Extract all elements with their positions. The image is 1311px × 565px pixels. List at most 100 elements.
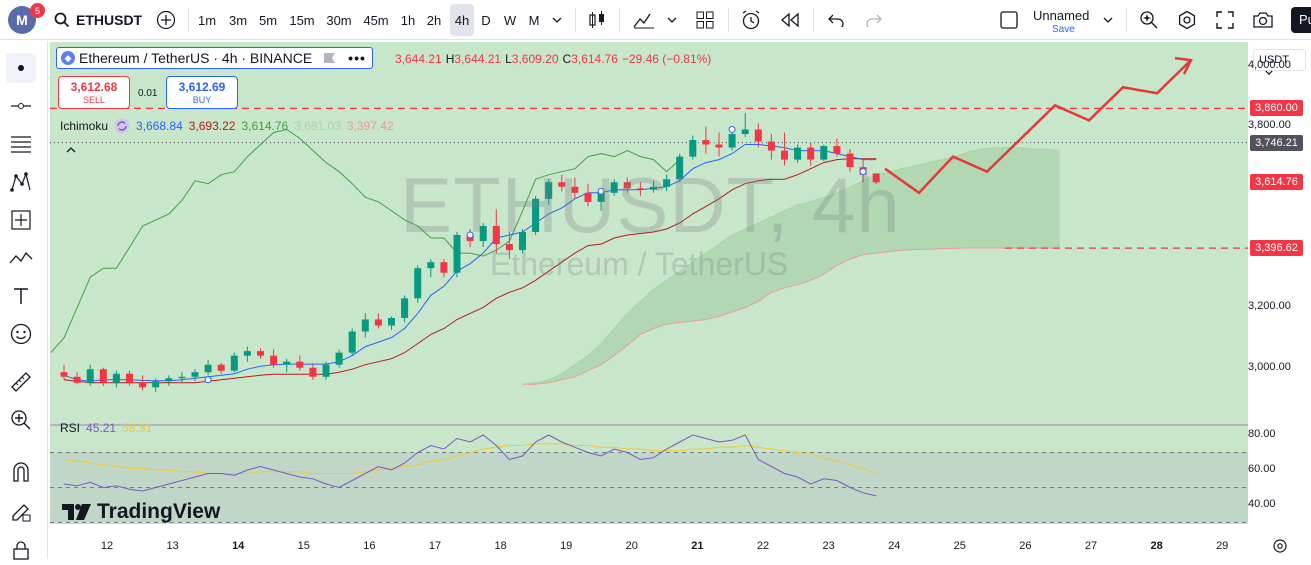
measure-tool[interactable] (6, 367, 36, 397)
candle-body (519, 232, 526, 251)
line-tool-icon (11, 103, 31, 109)
price-tick-label: 3,200.00 (1248, 300, 1291, 313)
symbol-legend[interactable]: ◆ Ethereum / TetherUS · 4h · BINANCE ••• (56, 47, 373, 69)
ichimoku-kijun-value: 3,693.22 (188, 119, 236, 133)
time-tick-label: 28 (1150, 540, 1163, 552)
time-tick-label: 14 (232, 540, 245, 552)
time-tick-label: 23 (822, 540, 835, 552)
interval-tab-W[interactable]: W (503, 12, 517, 28)
candle-body (872, 173, 880, 183)
sell-button[interactable]: 3,612.68 SELL (58, 76, 130, 109)
plus-circle-icon (156, 10, 176, 30)
ichimoku-legend[interactable]: Ichimoku 3,668.84 3,693.22 3,614.76 3,68… (60, 118, 394, 134)
pane-separator (50, 424, 1248, 426)
interval-tab-M[interactable]: M (528, 12, 540, 28)
chart-area[interactable]: ETHUSDT, 4h Ethereum / TetherUS ◆ Ethere… (50, 42, 1311, 559)
forecast-path-drawing (884, 59, 1192, 195)
candles-chart-type-button[interactable] (584, 4, 610, 36)
more-icon[interactable]: ••• (348, 50, 366, 66)
interval-tab-D[interactable]: D (481, 12, 491, 28)
candle-body (204, 364, 212, 373)
publish-button[interactable]: Pu (1291, 7, 1311, 33)
chart-canvas[interactable] (50, 42, 1311, 559)
lock-drawings-tool[interactable] (6, 535, 36, 565)
interval-tab-15m[interactable]: 15m (289, 12, 315, 28)
interval-tab-5m[interactable]: 5m (258, 12, 278, 28)
price-level-label: 3,746.21 (1250, 134, 1303, 151)
sell-price: 3,612.68 (70, 80, 118, 94)
candle-body (230, 355, 238, 371)
cursor-tool[interactable] (6, 53, 36, 83)
candle-body (309, 367, 317, 377)
alert-button[interactable] (738, 4, 764, 36)
interval-tab-4h[interactable]: 4h (450, 4, 474, 36)
stay-in-drawing-mode-tool[interactable] (6, 497, 36, 527)
chevron-down-icon (552, 17, 562, 23)
symbol-search-button[interactable]: ETHUSDT (54, 4, 142, 36)
fullscreen-button[interactable] (1212, 4, 1238, 36)
text-tool[interactable] (6, 281, 36, 311)
interval-tab-3m[interactable]: 3m (228, 12, 248, 28)
indicators-dropdown-button[interactable] (665, 4, 679, 36)
replay-button[interactable] (777, 4, 803, 36)
currency-selector[interactable]: USDT (1253, 49, 1306, 75)
forecasting-tool[interactable] (6, 205, 36, 235)
candle-body (781, 150, 788, 160)
interval-tab-45m[interactable]: 45m (363, 12, 389, 28)
fib-tool[interactable] (6, 129, 36, 159)
undo-button[interactable] (823, 4, 849, 36)
candle-body (99, 369, 107, 383)
rsi-value: 45.21 (86, 421, 117, 435)
collapse-legend-icon[interactable] (66, 142, 76, 156)
time-tick-label: 27 (1084, 540, 1098, 552)
cross-marker (466, 231, 474, 239)
pattern-tool[interactable] (6, 167, 36, 197)
watermark-description: Ethereum / TetherUS (490, 246, 789, 282)
zoom-tool[interactable] (6, 405, 36, 435)
magnet-tool[interactable] (6, 457, 36, 487)
layout-grid-button[interactable] (692, 4, 718, 36)
indicators-button[interactable] (631, 4, 657, 36)
time-tick-label: 22 (756, 540, 770, 552)
interval-tab-1h[interactable]: 1h (400, 12, 416, 28)
layout-dropdown-button[interactable] (1100, 4, 1116, 36)
interval-dropdown-button[interactable] (549, 4, 565, 36)
interval-tab-2h[interactable]: 2h (426, 12, 442, 28)
rewind-icon (781, 12, 799, 28)
candle-body (126, 373, 133, 383)
tradingview-logo[interactable]: TradingView (62, 500, 220, 524)
ohlc-value: 3,644.21 (395, 52, 442, 66)
snapshot-button[interactable] (1250, 4, 1276, 36)
emoji-tool[interactable] (6, 319, 36, 349)
candle-body (152, 381, 160, 388)
candle-body (60, 372, 68, 377)
rsi-pane-background (50, 426, 1248, 524)
candle-body (715, 144, 723, 148)
candle-body (584, 192, 592, 202)
layout-name-button[interactable]: Unnamed Save (1030, 6, 1120, 36)
chart-settings-gear-icon[interactable] (1272, 538, 1288, 559)
brush-tool[interactable] (6, 243, 36, 273)
trend-line-tool[interactable] (6, 91, 36, 121)
refresh-icon[interactable] (114, 118, 130, 134)
flag-icon[interactable] (322, 52, 336, 64)
redo-button[interactable] (861, 4, 887, 36)
ohlc-value: −29.46 (−0.81%) (621, 52, 712, 66)
compare-symbol-button[interactable] (153, 4, 179, 36)
candle-body (505, 244, 513, 251)
candle-body (296, 361, 304, 368)
interval-tab-1m[interactable]: 1m (197, 12, 217, 28)
ruler-icon (11, 372, 31, 392)
quick-search-button[interactable] (1136, 4, 1162, 36)
candle-body (571, 186, 579, 193)
candle-body (479, 225, 487, 242)
ohlc-key: C (562, 52, 572, 66)
interval-tab-30m[interactable]: 30m (326, 12, 352, 28)
layout-checkbox[interactable] (998, 4, 1020, 36)
candle-body (663, 179, 671, 187)
rsi-legend[interactable]: RSI 45.21 58.31 (60, 421, 152, 435)
buy-button[interactable]: 3,612.69 BUY (166, 76, 238, 109)
cross-marker (204, 376, 212, 384)
time-tick-label: 29 (1216, 540, 1229, 552)
settings-button[interactable] (1174, 4, 1200, 36)
